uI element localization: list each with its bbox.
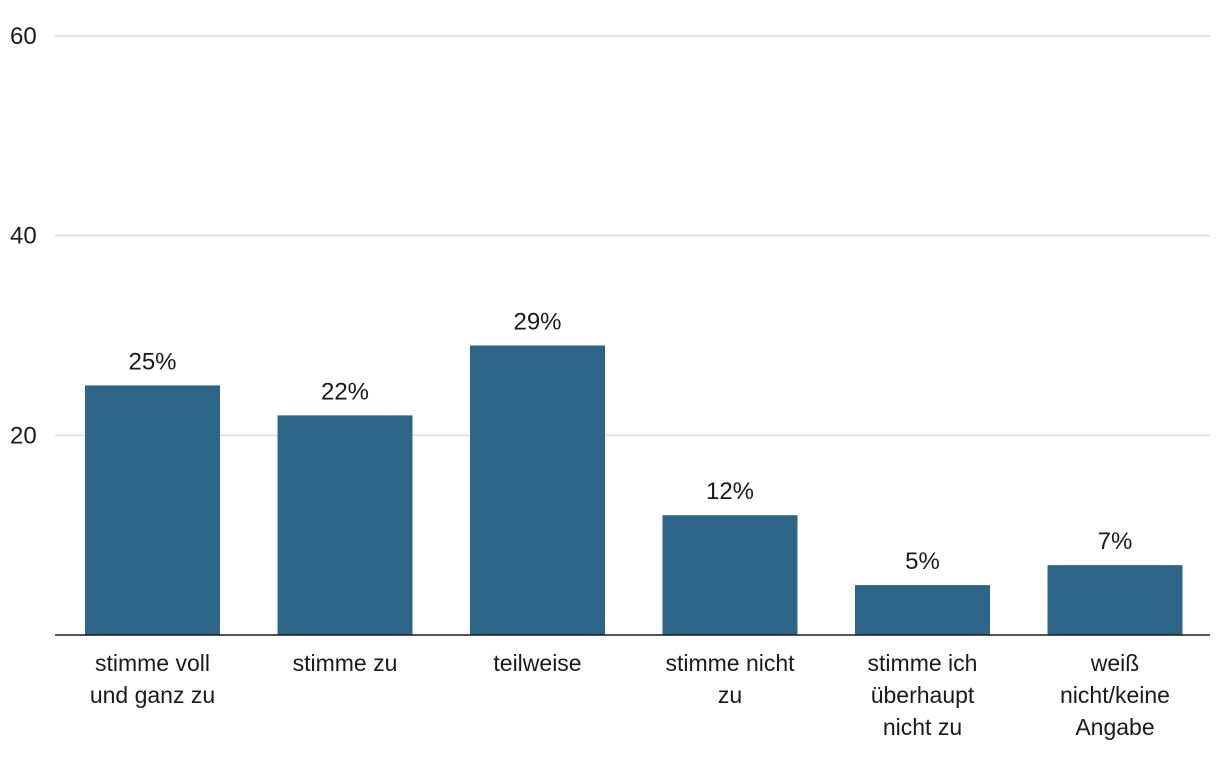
bar-value-label: 7% xyxy=(1098,528,1133,555)
bar-value-label: 22% xyxy=(321,378,369,405)
x-axis-categories: stimme voll und ganz zu stimme zu teilweise… xyxy=(90,650,1170,740)
bars xyxy=(85,345,1183,635)
bar xyxy=(85,385,220,635)
x-tick-label-line: zu xyxy=(718,682,742,708)
gridlines xyxy=(55,35,1210,437)
x-tick-label-line: nicht/keine xyxy=(1060,682,1170,708)
data-labels: 25% 22% 29% 12% 5% 7% xyxy=(128,308,1132,575)
x-tick-label-line: überhaupt xyxy=(871,682,975,708)
x-tick-label-line: nicht zu xyxy=(883,714,962,740)
x-tick-label: stimme zu xyxy=(293,650,398,676)
bar-value-label: 5% xyxy=(905,548,940,575)
x-tick-label-line: Angabe xyxy=(1075,714,1154,740)
x-tick-label-line: stimme voll xyxy=(95,650,210,676)
bar-value-label: 29% xyxy=(513,308,561,335)
x-tick-label-line: teilweise xyxy=(493,650,581,676)
y-tick-label: 40 xyxy=(10,223,37,250)
x-tick-label-line: stimme ich xyxy=(868,650,978,676)
x-tick-label: stimme nicht zu xyxy=(665,650,795,708)
x-tick-label: stimme voll und ganz zu xyxy=(90,650,215,708)
x-tick-label: stimme ich überhaupt nicht zu xyxy=(868,650,978,740)
y-axis-ticks: 20 40 60 xyxy=(10,23,37,449)
y-tick-label: 20 xyxy=(10,422,37,449)
bar xyxy=(277,415,413,635)
x-tick-label: weiß nicht/keine Angabe xyxy=(1060,650,1170,740)
x-tick-label: teilweise xyxy=(493,650,581,676)
bar xyxy=(855,585,990,635)
bar-value-label: 12% xyxy=(706,478,754,505)
bar xyxy=(470,345,605,635)
bar-value-label: 25% xyxy=(128,348,176,375)
x-tick-label-line: stimme nicht xyxy=(665,650,795,676)
bar xyxy=(662,515,798,635)
x-tick-label-line: weiß xyxy=(1090,650,1140,676)
bar xyxy=(1047,565,1183,635)
x-tick-label-line: und ganz zu xyxy=(90,682,215,708)
y-tick-label: 60 xyxy=(10,23,37,50)
x-tick-label-line: stimme zu xyxy=(293,650,398,676)
